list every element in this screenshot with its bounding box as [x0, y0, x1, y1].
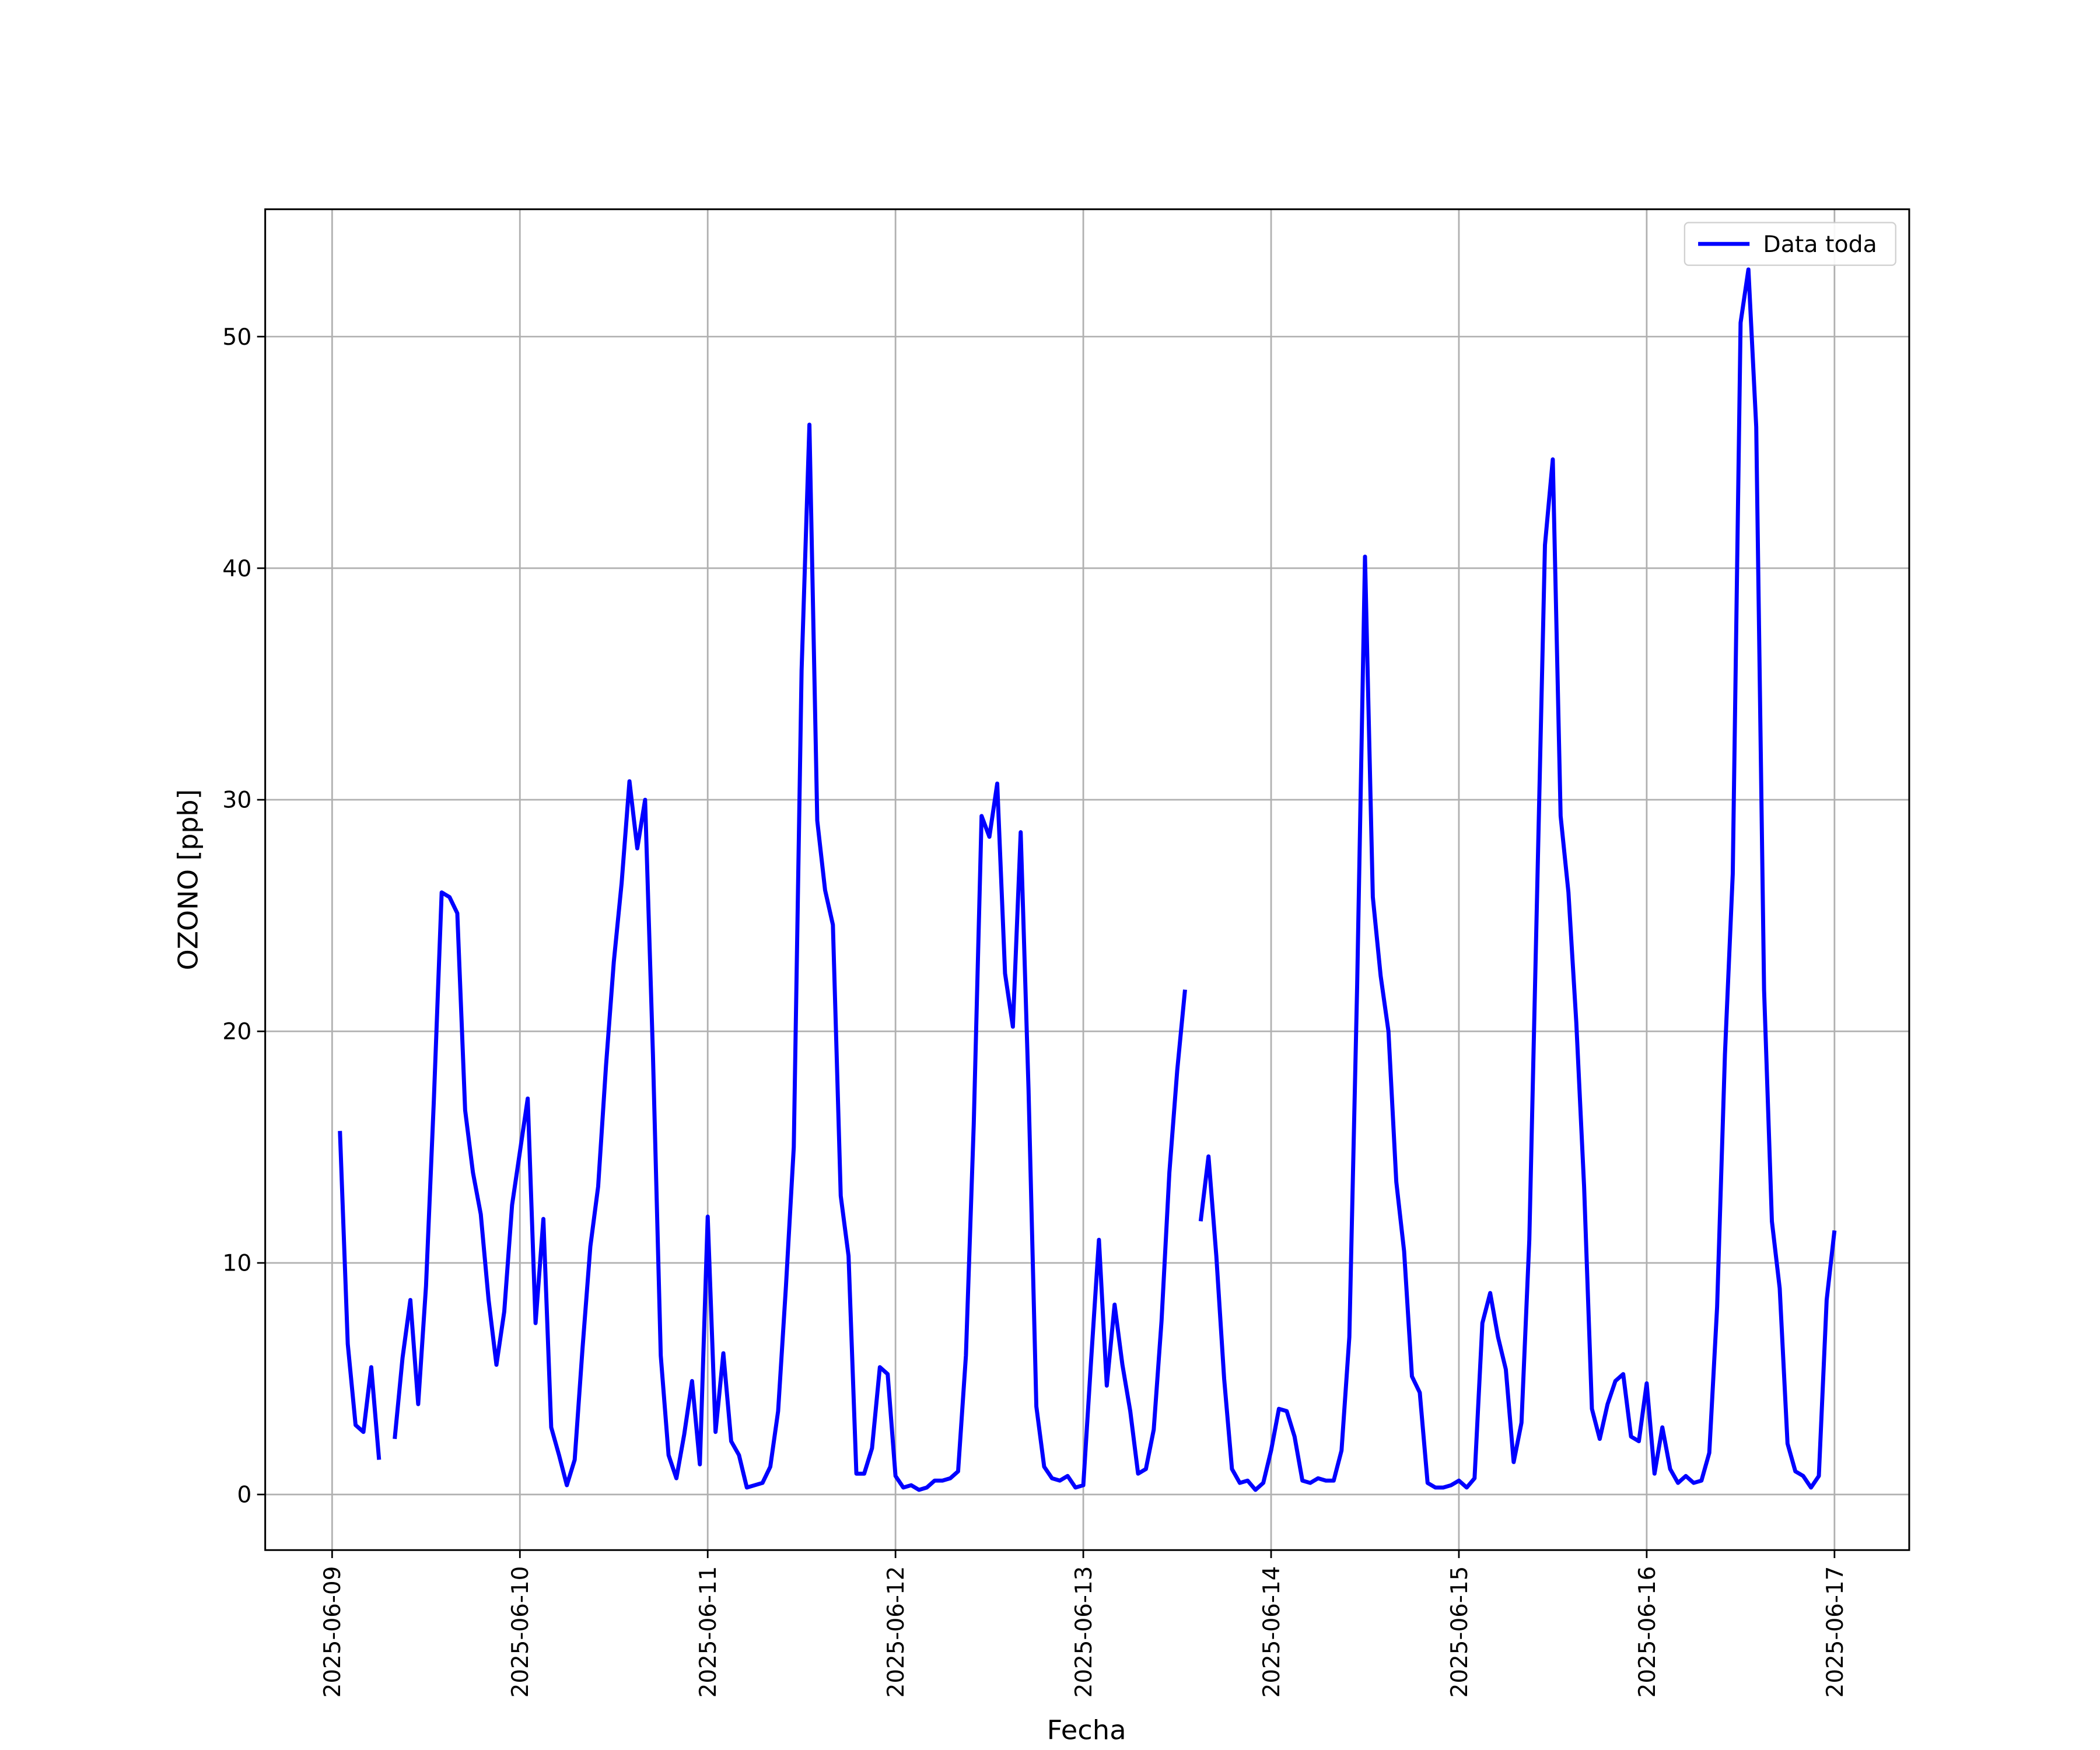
y-tick-label: 10 [222, 1251, 251, 1277]
y-tick-label: 40 [222, 556, 251, 582]
data-line [338, 267, 1837, 1492]
x-tick-label: 2025-06-15 [1447, 1566, 1473, 1698]
y-tick-label: 50 [222, 324, 251, 351]
x-tick-label: 2025-06-13 [1071, 1566, 1097, 1698]
legend: Data toda [1684, 222, 1896, 266]
x-tick-label: 2025-06-17 [1822, 1566, 1848, 1698]
x-tick-label: 2025-06-10 [508, 1566, 534, 1698]
legend-label: Data toda [1763, 232, 1877, 258]
y-axis-label: OZONO [ppb] [172, 789, 204, 971]
axes-frame [264, 208, 1910, 1551]
x-tick-label: 2025-06-16 [1634, 1566, 1661, 1698]
y-tick-label: 30 [222, 788, 251, 814]
x-tick-label: 2025-06-09 [320, 1566, 346, 1698]
y-tick-label: 20 [222, 1019, 251, 1045]
x-tick-label: 2025-06-12 [883, 1566, 909, 1698]
x-tick-label: 2025-06-14 [1259, 1566, 1285, 1698]
y-tick-label: 0 [237, 1482, 251, 1508]
x-tick-label: 2025-06-11 [695, 1566, 722, 1698]
x-axis-label: Fecha [1047, 1714, 1126, 1746]
legend-box [1684, 222, 1896, 266]
